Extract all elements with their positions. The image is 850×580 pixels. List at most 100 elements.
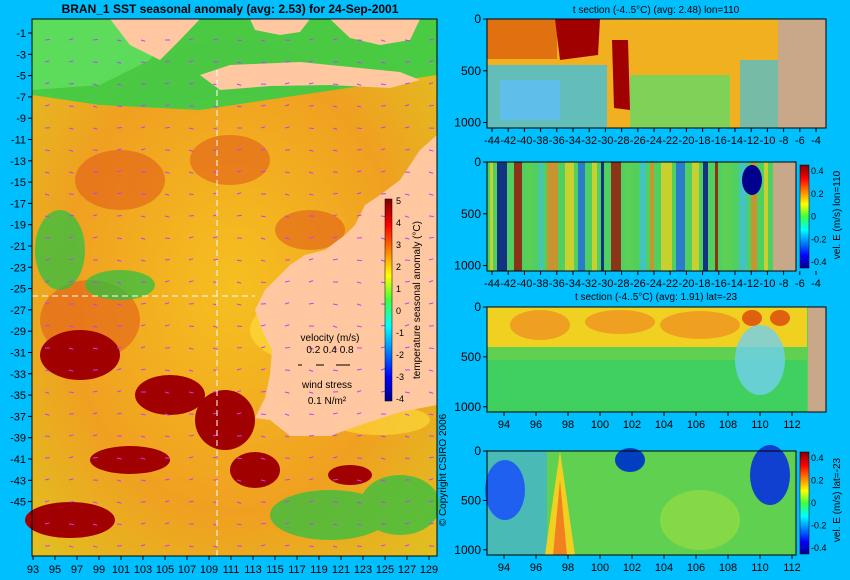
velocity-arrow: [212, 456, 218, 459]
map-x-tick-label: 97: [71, 564, 83, 576]
map-x-tick-label: 115: [266, 564, 284, 576]
velocity-arrow: [188, 127, 194, 130]
velocity-arrow: [212, 347, 218, 350]
panel4-x-tick-label: 106: [687, 562, 705, 574]
velocity-arrow: [68, 127, 74, 130]
panel2-x-tick-label: -10: [759, 278, 775, 290]
velocity-arrow: [308, 258, 314, 261]
map-x-tick-label: 129: [420, 564, 438, 576]
velocity-arrow: [140, 104, 146, 107]
velocity-arrow: [356, 390, 362, 393]
velocity-arrow: [92, 434, 98, 437]
panel2-stripe: [547, 162, 558, 271]
velocity-legend-label: velocity (m/s): [301, 333, 360, 344]
panel1-y-tick-label: 0: [474, 12, 481, 26]
panel3-x-tick-label: 94: [498, 419, 510, 431]
velocity-arrow: [164, 126, 170, 129]
panel3-x-tick-label: 106: [687, 419, 705, 431]
velocity-arrow: [140, 435, 146, 438]
velocity-arrow: [140, 39, 146, 42]
velocity-arrow: [260, 324, 266, 327]
velocity-arrow: [140, 170, 146, 173]
velocity-arrow: [332, 545, 338, 548]
velocity-arrows: [44, 38, 435, 548]
panel1-x-tick-label: -8: [779, 135, 789, 147]
panel2-stripe: [650, 162, 654, 271]
velocity-arrow: [236, 61, 242, 64]
velocity-arrow: [116, 83, 122, 86]
panel2-colorbar-tick: -0.2: [811, 234, 827, 244]
panel4-x-tick-label: 108: [719, 562, 737, 574]
velocity-arrow: [188, 149, 194, 152]
velocity-arrow: [332, 127, 338, 130]
velocity-arrow: [116, 170, 122, 173]
velocity-arrow: [380, 170, 386, 173]
velocity-arrow: [260, 126, 266, 129]
velocity-arrow: [92, 38, 98, 41]
panel4-y-tick-label: 0: [474, 444, 481, 458]
velocity-arrow: [164, 215, 170, 218]
velocity-arrow: [404, 457, 410, 460]
velocity-arrow: [68, 369, 74, 372]
panel4-x-tick-label: 112: [783, 562, 801, 574]
map-y-tick-label: -5: [16, 71, 26, 83]
velocity-arrow: [188, 60, 194, 63]
panel1-x-tick-label: -12: [743, 135, 759, 147]
velocity-arrow: [308, 347, 314, 350]
velocity-arrow: [44, 193, 50, 196]
velocity-arrow: [44, 302, 50, 305]
panel4-colorbar-tick: 0.4: [811, 453, 824, 463]
velocity-arrow: [260, 522, 266, 525]
velocity-arrow: [188, 369, 194, 372]
panel1-x-tick-label: -30: [597, 135, 613, 147]
panel2-x-tick-label: -20: [678, 278, 694, 290]
velocity-arrow: [260, 259, 266, 262]
velocity-arrow: [236, 479, 242, 482]
velocity-arrow: [140, 522, 146, 525]
velocity-arrow: [116, 346, 122, 349]
panel3-y-tick-label: 500: [461, 350, 481, 364]
velocity-arrow: [404, 391, 410, 394]
velocity-arrow: [308, 171, 314, 174]
velocity-arrow: [428, 302, 434, 305]
panel1-x-tick-label: -24: [646, 135, 662, 147]
panel1-x-tick-label: -20: [678, 135, 694, 147]
map-y-tick-label: -29: [10, 326, 26, 338]
velocity-arrow: [380, 237, 386, 240]
map-colorbar-tick: -4: [396, 394, 404, 404]
velocity-arrow: [188, 258, 194, 261]
velocity-arrow: [116, 148, 122, 151]
velocity-arrow: [260, 170, 266, 173]
panel1-temperature-section: [486, 18, 827, 129]
velocity-arrow: [356, 148, 362, 151]
velocity-arrow: [356, 434, 362, 437]
velocity-arrow: [44, 215, 50, 218]
velocity-arrow: [260, 148, 266, 151]
velocity-arrow: [380, 61, 386, 64]
velocity-arrow: [260, 237, 266, 240]
map-x-tick-label: 121: [332, 564, 350, 576]
velocity-arrow: [68, 149, 74, 152]
panel2-velocity-section: [486, 161, 797, 272]
map-colorbar-tick: 5: [396, 196, 401, 206]
velocity-arrow: [68, 214, 74, 217]
velocity-arrow: [308, 500, 314, 503]
velocity-arrow: [260, 544, 266, 547]
panel3-x-tick-label: 98: [562, 419, 574, 431]
velocity-arrow: [404, 237, 410, 240]
velocity-arrow: [284, 478, 290, 481]
velocity-arrow: [116, 61, 122, 64]
panel3-x-tick-label: 108: [719, 419, 737, 431]
velocity-arrow: [308, 280, 314, 283]
panel2-stripe: [497, 162, 507, 271]
velocity-arrow: [164, 369, 170, 372]
map-y-tick-label: -13: [10, 156, 26, 168]
velocity-arrow: [164, 193, 170, 196]
sst-map: [25, 19, 440, 556]
velocity-arrow: [164, 280, 170, 283]
velocity-arrow: [92, 170, 98, 173]
velocity-arrow: [332, 523, 338, 526]
velocity-arrow: [44, 280, 50, 283]
velocity-arrow: [116, 479, 122, 482]
velocity-arrow: [68, 325, 74, 328]
